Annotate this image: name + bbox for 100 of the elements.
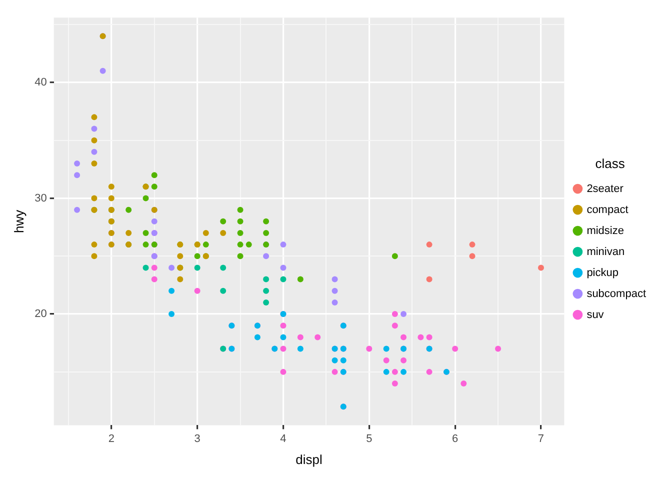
point xyxy=(142,230,149,236)
point xyxy=(194,264,200,271)
point xyxy=(263,276,270,282)
point xyxy=(469,253,476,260)
point xyxy=(280,276,286,282)
point xyxy=(426,368,432,375)
point xyxy=(194,288,200,294)
point xyxy=(280,264,286,271)
point xyxy=(177,276,184,282)
point xyxy=(237,253,244,260)
point xyxy=(91,160,98,167)
point xyxy=(280,242,286,248)
point xyxy=(400,334,407,340)
point xyxy=(202,242,209,248)
point xyxy=(237,218,244,224)
y-tick-label: 20 xyxy=(34,308,47,320)
point xyxy=(194,253,200,260)
point xyxy=(168,288,175,294)
point xyxy=(332,288,338,294)
x-tick-label: 6 xyxy=(452,432,458,445)
point xyxy=(151,264,158,271)
point xyxy=(91,242,98,248)
point xyxy=(297,334,304,340)
point xyxy=(383,357,390,364)
point xyxy=(91,114,98,120)
point xyxy=(263,218,270,224)
point xyxy=(366,346,372,352)
y-tick-label: 30 xyxy=(34,192,47,204)
point xyxy=(126,230,132,236)
x-tick-label: 5 xyxy=(366,432,372,445)
point xyxy=(332,368,338,375)
point xyxy=(332,299,338,306)
legend-label: suv xyxy=(586,308,604,321)
point xyxy=(142,264,149,271)
legend-title: class xyxy=(595,156,626,171)
point xyxy=(108,195,114,202)
point xyxy=(392,380,398,387)
x-tick-label: 7 xyxy=(538,432,544,445)
legend-label: minivan xyxy=(586,246,625,258)
point xyxy=(263,299,270,306)
point xyxy=(91,137,98,144)
point xyxy=(495,346,502,352)
point xyxy=(297,276,304,282)
x-tick-label: 4 xyxy=(280,432,286,445)
point xyxy=(220,230,226,236)
point xyxy=(151,276,158,282)
point xyxy=(246,242,252,248)
point xyxy=(91,126,98,132)
point xyxy=(263,253,270,260)
point xyxy=(297,346,304,352)
point xyxy=(126,206,132,213)
point xyxy=(254,334,260,340)
point xyxy=(426,276,432,282)
point xyxy=(400,357,407,364)
point xyxy=(74,206,80,213)
x-tick-label: 2 xyxy=(108,432,114,445)
point xyxy=(74,160,80,167)
x-tick-label: 3 xyxy=(194,432,200,445)
legend-label: 2seater xyxy=(586,182,624,195)
point xyxy=(452,346,458,352)
point xyxy=(108,184,114,190)
x-axis-title: displ xyxy=(296,452,322,467)
point xyxy=(220,288,226,294)
point xyxy=(392,311,398,318)
point xyxy=(142,242,149,248)
point xyxy=(400,368,407,375)
point xyxy=(263,288,270,294)
point xyxy=(142,195,149,202)
point xyxy=(151,172,158,178)
point xyxy=(280,346,286,352)
point xyxy=(469,242,476,248)
legend-label: pickup xyxy=(586,266,618,279)
point xyxy=(340,357,346,364)
point xyxy=(220,264,226,271)
point xyxy=(91,148,98,155)
point xyxy=(237,242,244,248)
point xyxy=(74,172,80,178)
legend-label: midsize xyxy=(586,224,624,237)
point xyxy=(392,322,398,329)
point xyxy=(220,218,226,224)
point xyxy=(280,334,286,340)
point xyxy=(460,380,467,387)
point xyxy=(538,264,544,271)
point xyxy=(100,68,106,74)
y-axis-title: hwy xyxy=(11,209,26,233)
point xyxy=(280,368,286,375)
point xyxy=(426,334,432,340)
point xyxy=(314,334,321,340)
point xyxy=(280,322,286,329)
legend-label: compact xyxy=(586,204,628,216)
point xyxy=(332,357,338,364)
point xyxy=(383,346,390,352)
point xyxy=(426,242,432,248)
point xyxy=(177,253,184,260)
point xyxy=(263,230,270,236)
point xyxy=(237,230,244,236)
y-tick-label: 40 xyxy=(34,76,47,88)
point xyxy=(237,206,244,213)
point xyxy=(332,276,338,282)
point xyxy=(168,311,175,318)
